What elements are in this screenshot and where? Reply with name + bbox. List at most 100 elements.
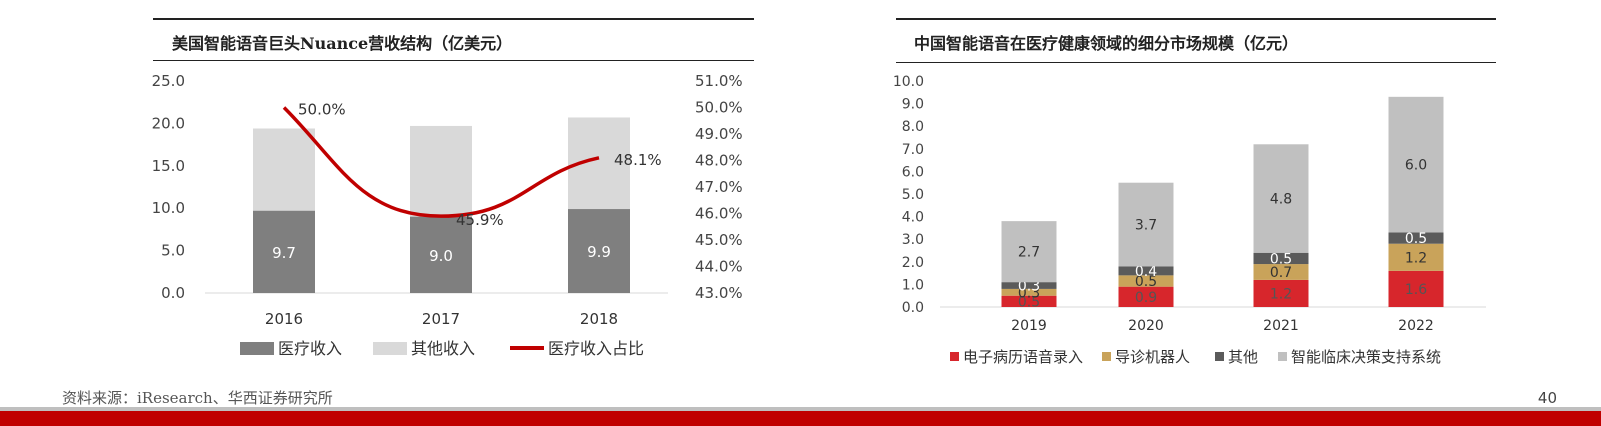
bar-other <box>1118 266 1174 276</box>
bar-clinical-decision-support <box>1388 96 1444 233</box>
ratio-data-label: 48.1% <box>614 151 662 169</box>
x-tick-label: 2022 <box>1398 318 1434 334</box>
medical-ratio-line <box>282 106 600 218</box>
china-medical-voice-market-chart: 0.01.02.03.04.05.06.07.08.09.010.00.50.3… <box>893 74 1486 366</box>
y-right-tick-label: 45.0% <box>695 231 743 249</box>
y-tick-label: 2.0 <box>902 255 924 271</box>
x-tick-label: 2018 <box>580 310 618 328</box>
bar-medical-revenue <box>568 209 630 293</box>
right-title-top-rule <box>896 18 1496 20</box>
y-right-tick-label: 48.0% <box>695 152 743 170</box>
y-left-tick-label: 20.0 <box>152 114 185 132</box>
segment-value-label: 3.7 <box>1135 218 1157 234</box>
bar-clinical-decision-support <box>1253 144 1309 253</box>
y-tick-label: 5.0 <box>902 187 924 203</box>
y-tick-label: 8.0 <box>902 119 924 135</box>
left-chart-title: 美国智能语音巨头Nuance营收结构（亿美元） <box>172 34 513 53</box>
legend-swatch <box>950 352 959 361</box>
y-right-tick-label: 51.0% <box>695 72 743 90</box>
y-left-tick-label: 15.0 <box>152 157 185 175</box>
legend-swatch <box>1278 352 1287 361</box>
legend-label: 电子病历语音录入 <box>963 348 1083 366</box>
segment-value-label: 0.3 <box>1018 279 1040 295</box>
y-right-tick-label: 50.0% <box>695 99 743 117</box>
x-tick-label: 2020 <box>1128 318 1164 334</box>
bar-clinical-decision-support <box>1118 182 1174 267</box>
bar-emr-voice-entry <box>1388 270 1444 307</box>
segment-value-label: 6.0 <box>1405 158 1427 174</box>
legend-swatch <box>240 342 274 355</box>
y-tick-label: 10.0 <box>893 74 924 90</box>
bar-medical-value-label: 9.7 <box>272 244 296 262</box>
bar-emr-voice-entry <box>1001 295 1057 307</box>
footer-red-band <box>0 411 1601 426</box>
bar-other <box>1388 232 1444 244</box>
segment-value-label: 0.5 <box>1405 231 1427 247</box>
legend-label: 其他收入 <box>411 339 475 358</box>
segment-value-label: 2.7 <box>1018 245 1040 261</box>
segment-value-label: 1.6 <box>1405 282 1427 298</box>
y-right-tick-label: 43.0% <box>695 284 743 302</box>
y-tick-label: 0.0 <box>902 300 924 316</box>
left-title-top-rule <box>153 18 754 20</box>
y-left-tick-label: 0.0 <box>161 284 185 302</box>
bar-other-revenue <box>253 128 315 211</box>
y-left-tick-label: 25.0 <box>152 72 185 90</box>
legend-swatch <box>1215 352 1224 361</box>
segment-value-label: 1.2 <box>1270 286 1292 302</box>
legend-label: 智能临床决策支持系统 <box>1291 348 1441 366</box>
bar-clinical-decision-support <box>1001 221 1057 283</box>
bar-other <box>1253 252 1309 265</box>
segment-value-label: 0.3 <box>1018 285 1040 301</box>
segment-value-label: 0.7 <box>1270 265 1292 281</box>
segment-value-label: 0.9 <box>1135 290 1157 306</box>
y-tick-label: 9.0 <box>902 97 924 113</box>
bar-other-revenue <box>410 125 472 217</box>
y-right-tick-label: 46.0% <box>695 205 743 223</box>
right-title-bottom-rule <box>896 62 1496 63</box>
bar-medical-revenue <box>253 210 315 293</box>
y-tick-label: 3.0 <box>902 232 924 248</box>
legend-label: 医疗收入占比 <box>548 339 644 358</box>
left-title-bottom-rule <box>153 60 754 61</box>
ratio-data-label: 50.0% <box>298 101 346 119</box>
segment-value-label: 0.5 <box>1018 294 1040 310</box>
y-tick-label: 1.0 <box>902 277 924 293</box>
segment-value-label: 0.5 <box>1270 251 1292 267</box>
right-chart-title: 中国智能语音在医疗健康领域的细分市场规模（亿元） <box>914 34 1299 53</box>
y-right-tick-label: 49.0% <box>695 125 743 143</box>
legend-swatch <box>1102 352 1111 361</box>
y-left-tick-label: 5.0 <box>161 242 185 260</box>
bar-guide-robot <box>1253 264 1309 280</box>
source-note: 资料来源：iResearch、华西证券研究所 <box>62 389 333 407</box>
bar-guide-robot <box>1118 275 1174 287</box>
segment-value-label: 0.5 <box>1135 274 1157 290</box>
bar-emr-voice-entry <box>1118 286 1174 307</box>
x-tick-label: 2019 <box>1011 318 1047 334</box>
legend-label: 医疗收入 <box>278 339 342 358</box>
bar-medical-value-label: 9.0 <box>429 247 453 265</box>
segment-value-label: 0.4 <box>1135 264 1157 280</box>
bar-guide-robot <box>1001 288 1057 296</box>
y-right-tick-label: 47.0% <box>695 178 743 196</box>
page-number: 40 <box>1537 389 1557 407</box>
x-tick-label: 2016 <box>265 310 303 328</box>
legend-label: 其他 <box>1228 348 1258 366</box>
y-left-tick-label: 10.0 <box>152 199 185 217</box>
ratio-data-label: 45.9% <box>456 211 504 229</box>
bar-emr-voice-entry <box>1253 279 1309 307</box>
legend-label: 导诊机器人 <box>1115 348 1190 366</box>
bar-medical-value-label: 9.9 <box>587 243 611 261</box>
bar-other <box>1001 282 1057 289</box>
segment-value-label: 1.2 <box>1405 250 1427 266</box>
x-tick-label: 2017 <box>422 310 460 328</box>
legend-swatch <box>373 342 407 355</box>
y-right-tick-label: 44.0% <box>695 258 743 276</box>
y-tick-label: 4.0 <box>902 210 924 226</box>
bar-medical-revenue <box>410 216 472 293</box>
y-tick-label: 7.0 <box>902 142 924 158</box>
footer-gray-band <box>0 407 1601 411</box>
x-tick-label: 2021 <box>1263 318 1299 334</box>
segment-value-label: 4.8 <box>1270 192 1292 208</box>
bar-guide-robot <box>1388 243 1444 271</box>
